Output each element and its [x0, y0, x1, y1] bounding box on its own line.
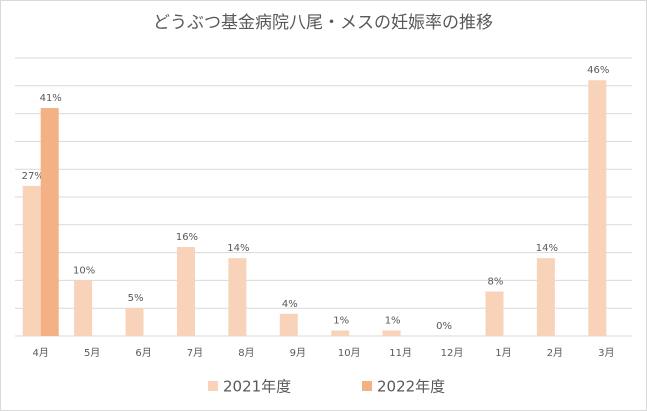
data-label: 10% — [73, 265, 95, 276]
data-label: 14% — [227, 243, 249, 254]
x-tick-label: 8月 — [238, 347, 254, 359]
bar — [176, 247, 195, 336]
data-label: 4% — [282, 299, 298, 310]
legend-swatch — [208, 381, 218, 391]
data-label: 27% — [22, 171, 44, 182]
x-tick-label: 6月 — [135, 347, 151, 359]
bar — [536, 258, 555, 336]
x-tick-label: 12月 — [441, 347, 464, 359]
data-label: 0% — [436, 321, 452, 332]
data-label: 16% — [176, 232, 198, 243]
bar — [279, 313, 298, 336]
bar — [22, 185, 41, 336]
bar — [485, 291, 504, 336]
legend-label: 2021年度 — [223, 378, 291, 396]
x-tick-label: 10月 — [338, 347, 361, 359]
x-tick-label: 7月 — [187, 347, 203, 359]
data-label: 46% — [587, 65, 609, 76]
bar — [125, 308, 144, 336]
x-tick-label: 2月 — [547, 347, 563, 359]
bar — [331, 330, 350, 336]
data-label: 41% — [40, 93, 62, 104]
data-label: 1% — [333, 315, 349, 326]
bar — [74, 280, 93, 336]
data-label: 5% — [128, 293, 144, 304]
bar — [40, 108, 59, 336]
bar — [382, 330, 401, 336]
x-tick-label: 4月 — [33, 347, 49, 359]
data-label: 14% — [536, 243, 558, 254]
bar — [588, 80, 607, 337]
legend-label: 2022年度 — [377, 378, 445, 396]
legend-swatch — [362, 381, 372, 391]
x-tick-label: 5月 — [84, 347, 100, 359]
x-tick-label: 1月 — [495, 347, 511, 359]
x-tick-label: 11月 — [389, 347, 412, 359]
bar — [228, 258, 247, 336]
data-label: 8% — [488, 277, 504, 288]
data-label: 1% — [385, 315, 401, 326]
x-tick-label: 9月 — [290, 347, 306, 359]
chart-title: どうぶつ基金病院八尾・メスの妊娠率の推移 — [153, 13, 493, 33]
x-tick-label: 3月 — [598, 347, 614, 359]
